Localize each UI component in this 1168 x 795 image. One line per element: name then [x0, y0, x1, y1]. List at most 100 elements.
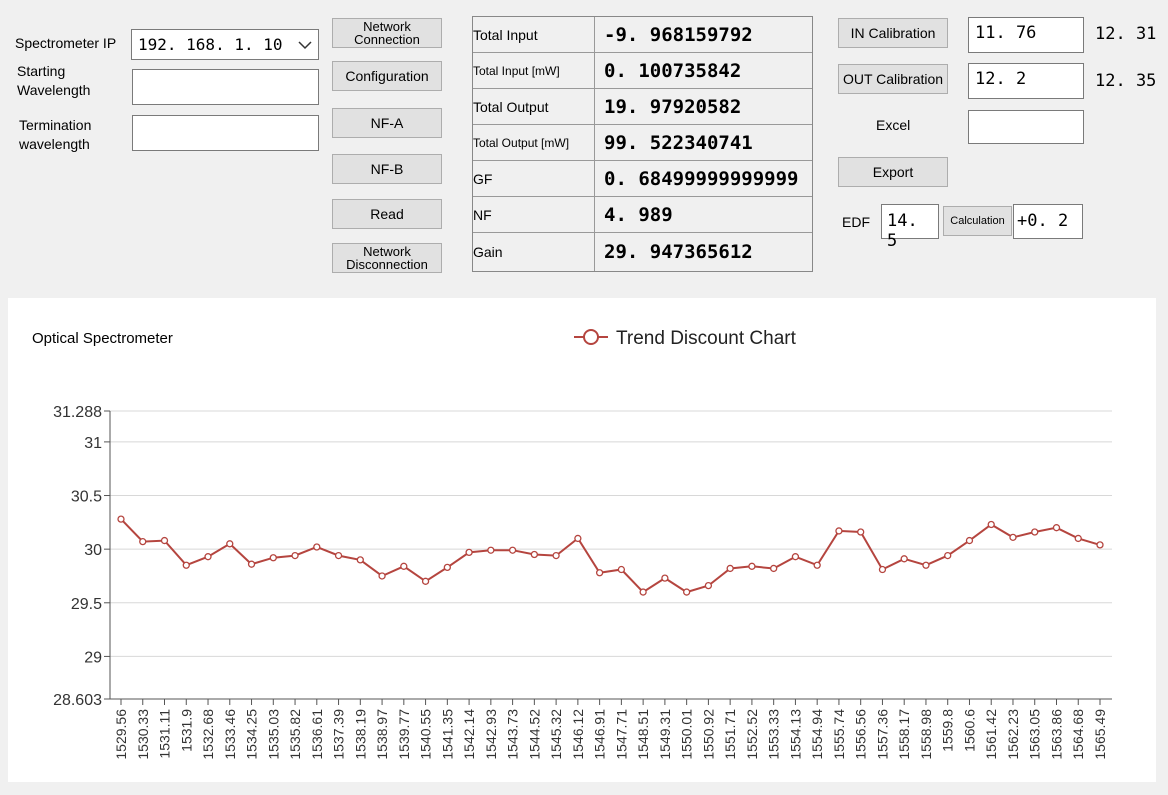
x-tick-label: 1554.13	[787, 709, 803, 760]
network-disconnection-label-1: Network	[363, 244, 411, 259]
x-tick-label: 1531.9	[178, 709, 194, 752]
data-point	[204, 553, 212, 561]
spectrometer-ip-value: 192. 168. 1. 10	[138, 35, 283, 54]
x-tick-label: 1554.94	[809, 709, 825, 760]
data-point	[182, 561, 190, 569]
x-tick-label: 1564.68	[1070, 709, 1086, 760]
termination-wavelength-input[interactable]	[132, 115, 319, 151]
x-tick-label: 1561.42	[983, 709, 999, 760]
calculation-button[interactable]: Calculation	[943, 206, 1012, 236]
x-tick-label: 1542.14	[461, 709, 477, 760]
x-tick-label: 1542.93	[483, 709, 499, 760]
data-point	[508, 546, 517, 554]
excel-input[interactable]	[968, 110, 1084, 144]
x-tick-label: 1557.36	[874, 709, 890, 760]
data-point	[639, 588, 647, 596]
data-point	[835, 527, 843, 535]
data-point	[334, 551, 343, 560]
starting-wavelength-label-line2: Wavelength	[17, 82, 91, 98]
edf-label: EDF	[842, 214, 870, 230]
gf-value: 0. 68499999999999	[604, 167, 799, 190]
data-point	[1096, 541, 1104, 549]
total-output-mw-label: Total Output [mW]	[473, 125, 595, 160]
table-row: Total Output 19. 97920582	[473, 89, 812, 125]
total-input-value: -9. 968159792	[604, 23, 753, 46]
x-tick-label: 1550.92	[700, 709, 716, 760]
gain-value: 29. 947365612	[604, 241, 753, 263]
data-point	[139, 537, 147, 546]
read-button[interactable]: Read	[332, 199, 442, 229]
x-tick-label: 1553.33	[766, 709, 782, 760]
nf-value: 4. 989	[604, 203, 673, 226]
nf-b-button[interactable]: NF-B	[332, 154, 442, 184]
edf-input[interactable]: 14. 5	[881, 204, 939, 251]
x-tick-label: 1565.49	[1092, 709, 1108, 760]
x-tick-label: 1529.56	[113, 709, 129, 760]
x-tick-label: 1545.32	[548, 709, 564, 760]
chart-svg: Trend Discount Chart 31.288 31 30.5 30 29.5 2…	[53, 328, 1112, 760]
data-point	[1052, 524, 1061, 532]
data-point	[400, 562, 408, 570]
x-tick-label: 1555.74	[831, 709, 847, 760]
x-tick-label: 1558.98	[918, 709, 934, 760]
data-point	[530, 550, 539, 559]
out-calibration-input[interactable]: 12. 2	[968, 63, 1084, 99]
data-point	[965, 536, 974, 545]
data-point	[595, 569, 604, 577]
results-table: Total Input -9. 968159792 Total Input [m…	[472, 16, 813, 272]
x-tick-label: 1539.77	[396, 709, 412, 760]
x-tick-label: 1540.55	[418, 709, 434, 760]
x-tick-label: 1551.71	[722, 709, 738, 760]
out-calibration-readout: 12. 35	[1095, 71, 1157, 91]
export-button[interactable]: Export	[838, 157, 948, 187]
data-point	[378, 572, 386, 580]
data-point	[1031, 528, 1039, 536]
out-calibration-button[interactable]: OUT Calibration	[838, 64, 948, 94]
x-tick-label: 1535.03	[265, 709, 281, 760]
x-tick-label: 1546.91	[592, 709, 608, 760]
table-row: Total Output [mW] 99. 522340741	[473, 125, 812, 161]
data-point	[313, 543, 321, 551]
gf-label: GF	[473, 161, 595, 196]
x-tick-label: 1546.12	[570, 709, 586, 760]
x-tick-label: 1563.86	[1048, 709, 1064, 760]
spectrometer-ip-label: Spectrometer IP	[15, 35, 117, 51]
total-input-label: Total Input	[473, 17, 595, 52]
in-calibration-input[interactable]: 11. 76	[968, 17, 1084, 53]
data-point	[704, 581, 713, 590]
y-tick-label: 31	[84, 435, 102, 452]
x-tick-label: 1531.11	[157, 709, 173, 759]
nf-a-button[interactable]: NF-A	[332, 108, 442, 138]
data-point	[1074, 534, 1082, 543]
total-input-mw-value: 0. 100735842	[604, 59, 742, 82]
series-line	[120, 518, 1101, 594]
configuration-button[interactable]: Configuration	[332, 61, 442, 91]
in-calibration-button[interactable]: IN Calibration	[838, 18, 948, 48]
network-disconnection-button[interactable]: Network Disconnection	[332, 243, 442, 273]
excel-label: Excel	[876, 117, 911, 133]
y-tick-label: 30.5	[71, 489, 102, 506]
data-point	[291, 551, 299, 560]
data-point	[552, 551, 560, 560]
starting-wavelength-label-line1: Starting	[17, 63, 66, 79]
y-tick-label: 28.603	[53, 692, 102, 709]
data-point	[813, 561, 821, 569]
data-point	[726, 564, 734, 573]
y-tick-label: 29	[84, 649, 102, 666]
chart-legend: Trend Discount Chart	[574, 328, 797, 349]
data-point	[748, 562, 756, 570]
x-tick-label: 1538.19	[352, 709, 368, 760]
data-point	[922, 561, 930, 569]
x-tick-label: 1535.82	[287, 709, 303, 760]
data-point	[356, 556, 364, 564]
x-tick-label: 1532.68	[200, 709, 216, 760]
network-connection-button[interactable]: Network Connection	[332, 18, 442, 48]
x-tick-label: 1544.52	[526, 709, 542, 760]
data-point	[487, 546, 495, 554]
data-point	[770, 564, 778, 573]
data-point	[117, 515, 125, 523]
spectrometer-ip-select[interactable]: 192. 168. 1. 10	[131, 29, 319, 60]
starting-wavelength-label: Starting Wavelength	[17, 62, 90, 100]
starting-wavelength-input[interactable]	[132, 69, 319, 105]
nf-label: NF	[473, 197, 595, 232]
